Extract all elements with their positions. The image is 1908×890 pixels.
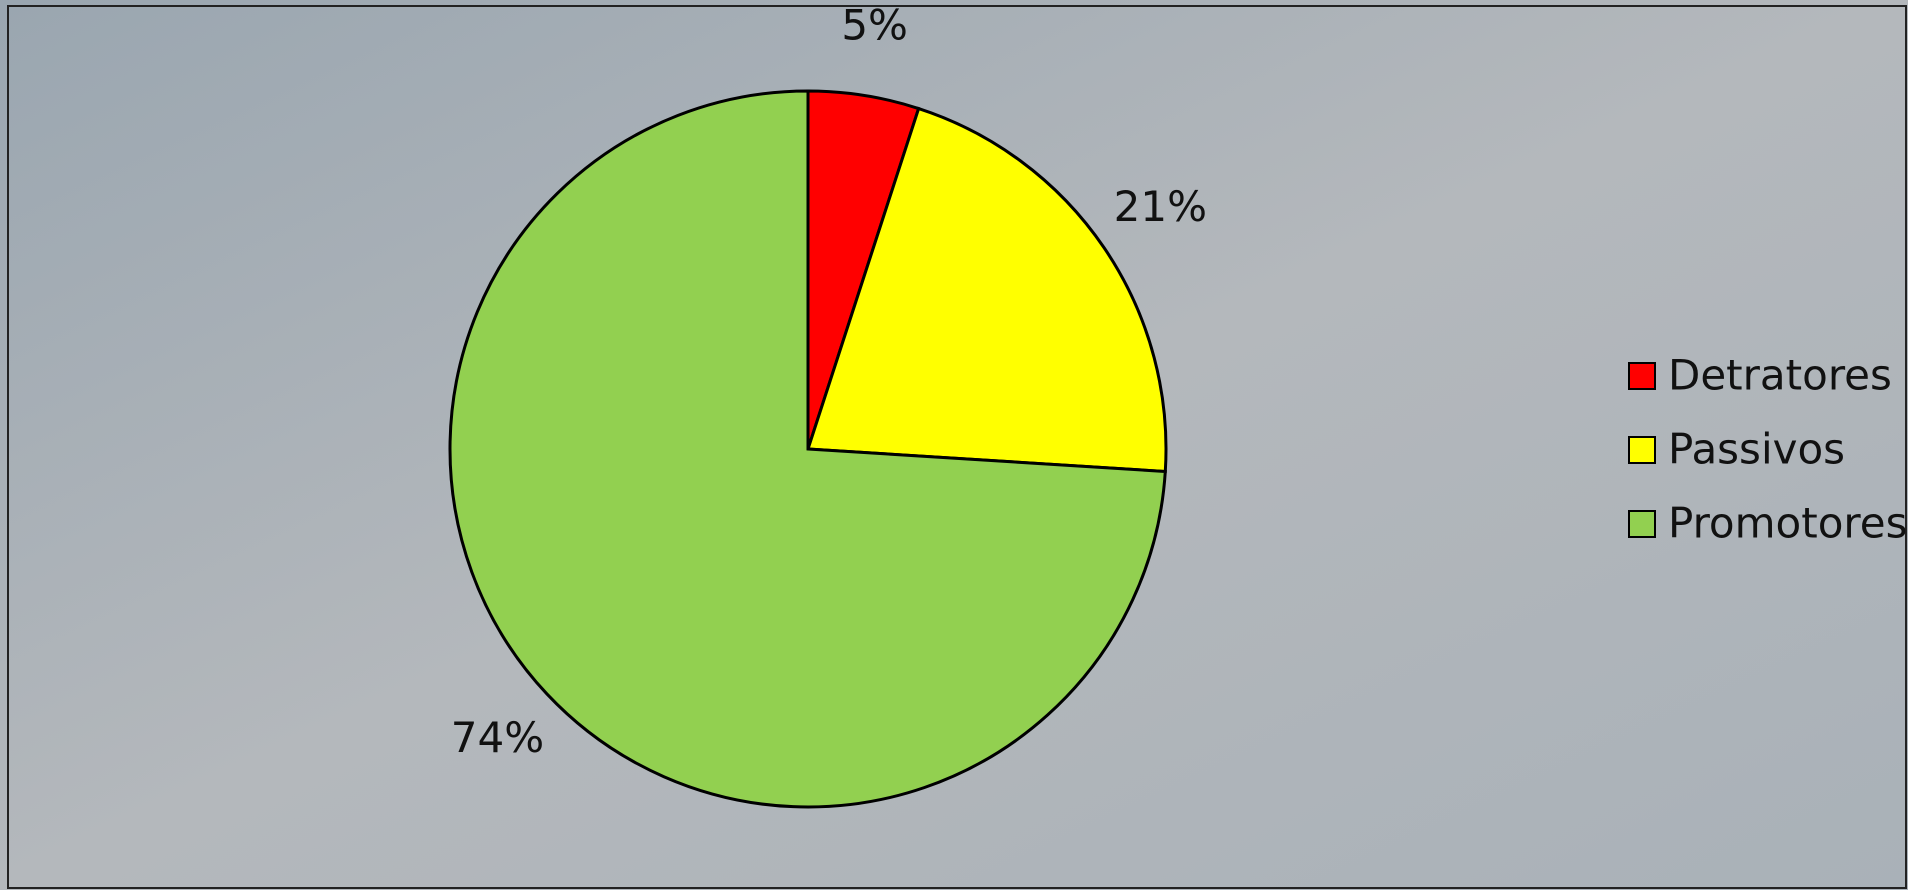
legend-label: Promotores (1668, 499, 1907, 548)
data-label: 74% (451, 713, 544, 762)
legend-swatch (1628, 362, 1656, 390)
legend-label: Passivos (1668, 425, 1845, 474)
pie-slice (805, 106, 1168, 474)
legend-label: Detratores (1668, 351, 1892, 400)
data-label: 21% (1114, 182, 1207, 231)
data-label: 5% (841, 1, 908, 50)
legend-swatch (1628, 436, 1656, 464)
pie-slice (448, 89, 1167, 809)
legend-swatch (1628, 510, 1656, 538)
pie: 5% 21% 74% (448, 1, 1207, 809)
frame (7, 5, 1907, 889)
legend: Detratores Passivos Promotores (1628, 351, 1907, 548)
